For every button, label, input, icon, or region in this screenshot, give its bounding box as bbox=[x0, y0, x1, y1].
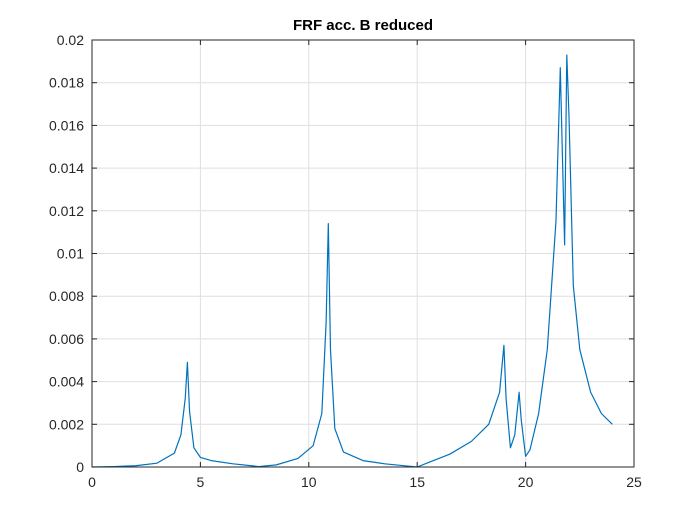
x-tick-labels: 0 5 10 15 20 25 bbox=[88, 474, 642, 490]
y-tick-label: 0 bbox=[76, 459, 84, 475]
x-tick-label: 15 bbox=[409, 474, 425, 490]
y-tick-label: 0.016 bbox=[49, 117, 84, 133]
y-tick-label: 0.002 bbox=[49, 416, 84, 432]
y-tick-label: 0.014 bbox=[49, 160, 84, 176]
y-tick-label: 0.012 bbox=[49, 203, 84, 219]
x-tick-label: 10 bbox=[301, 474, 317, 490]
y-tick-label: 0.006 bbox=[49, 331, 84, 347]
y-tick-label: 0.018 bbox=[49, 75, 84, 91]
chart-title: FRF acc. B reduced bbox=[293, 17, 433, 34]
x-tick-label: 0 bbox=[88, 474, 96, 490]
y-tick-label: 0.004 bbox=[49, 374, 84, 390]
x-tick-label: 25 bbox=[626, 474, 642, 490]
y-tick-label: 0.02 bbox=[57, 32, 84, 48]
x-tick-label: 20 bbox=[518, 474, 534, 490]
y-tick-labels: 0 0.002 0.004 0.006 0.008 0.01 0.012 0.014 0.016… bbox=[49, 32, 84, 475]
tick-marks bbox=[91, 39, 635, 468]
x-tick-label: 5 bbox=[197, 474, 205, 490]
y-tick-label: 0.01 bbox=[57, 246, 84, 262]
y-tick-label: 0.008 bbox=[49, 288, 84, 304]
